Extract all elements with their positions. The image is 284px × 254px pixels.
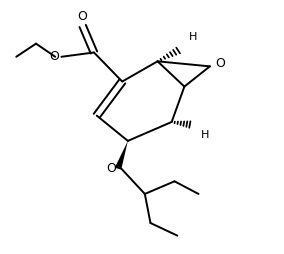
Polygon shape xyxy=(115,141,128,170)
Text: O: O xyxy=(78,10,87,23)
Text: O: O xyxy=(49,50,59,63)
Text: H: H xyxy=(189,32,197,42)
Text: O: O xyxy=(215,57,225,70)
Text: O: O xyxy=(107,162,116,175)
Text: H: H xyxy=(201,130,210,140)
